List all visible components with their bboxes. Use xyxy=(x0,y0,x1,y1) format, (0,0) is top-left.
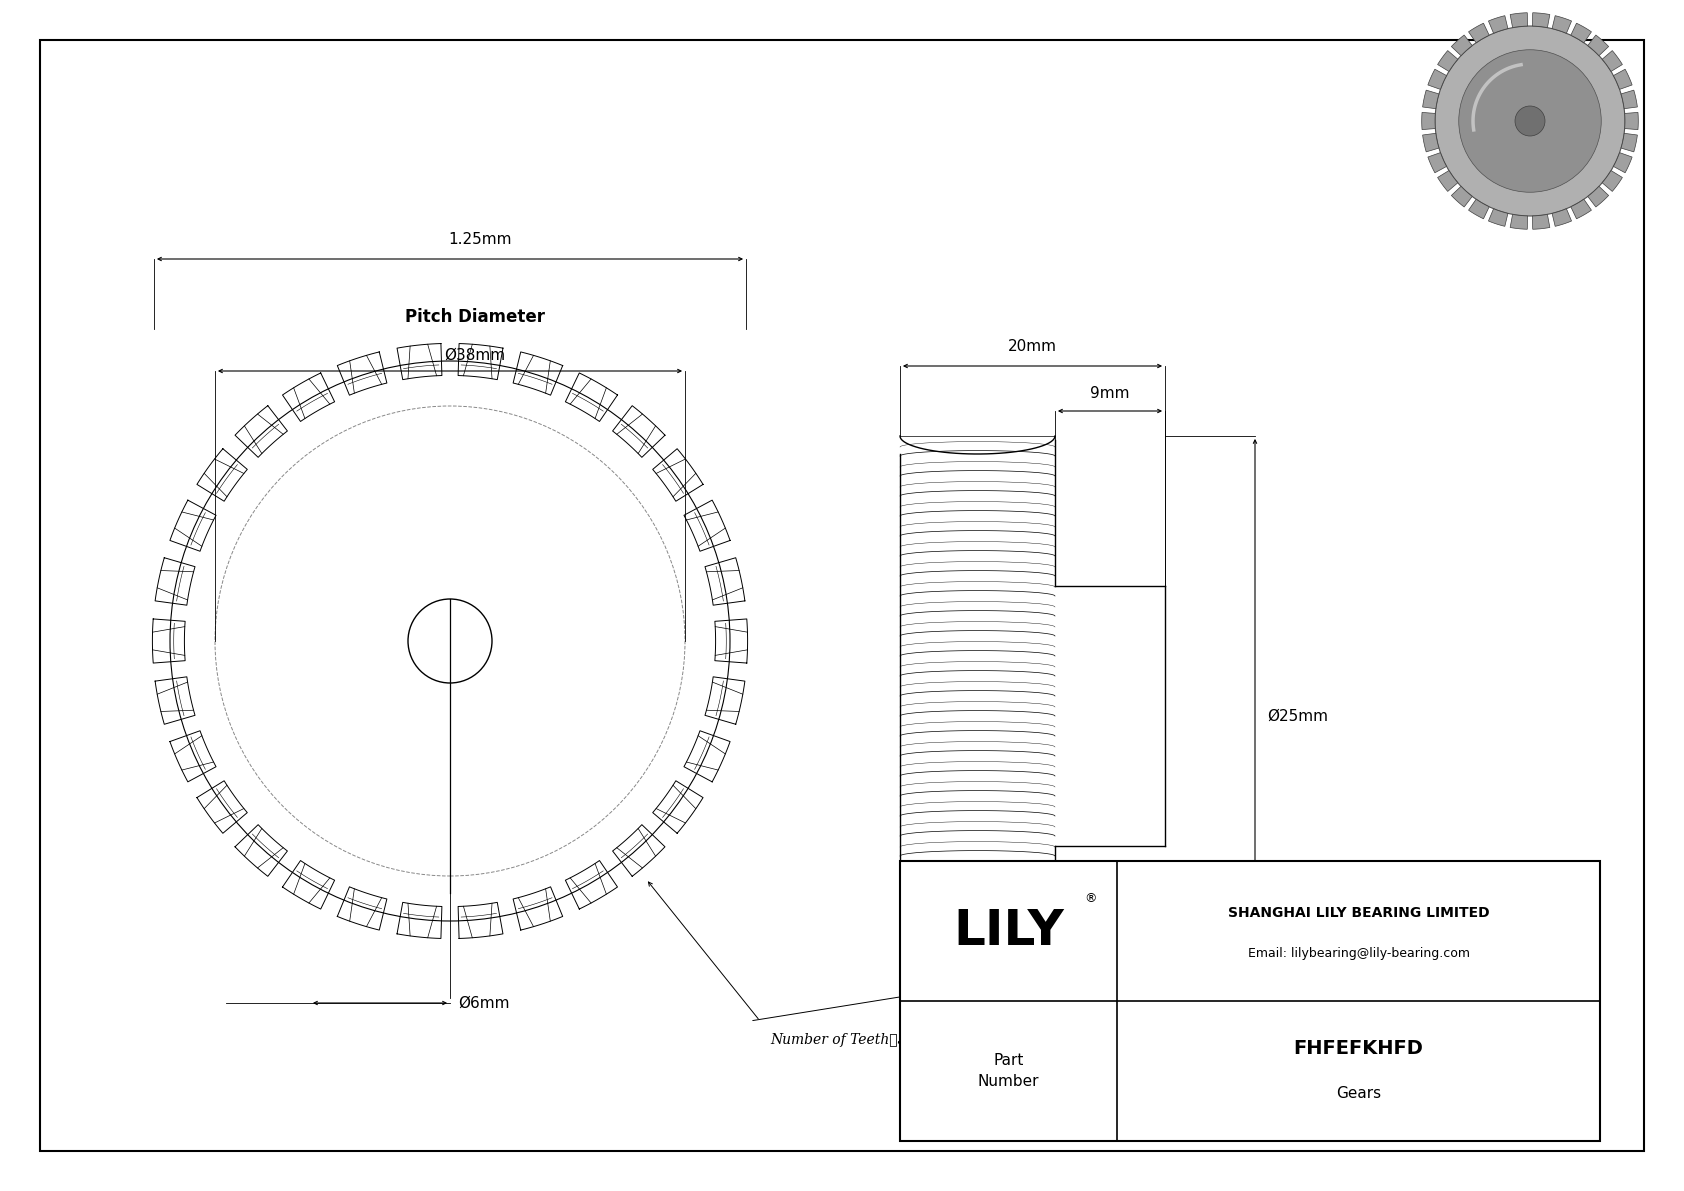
Text: 9mm: 9mm xyxy=(1090,386,1130,401)
Polygon shape xyxy=(1468,23,1489,43)
Text: Gears: Gears xyxy=(1335,1085,1381,1100)
Text: ®: ® xyxy=(1084,892,1096,905)
Polygon shape xyxy=(1452,186,1472,207)
Text: FHFEFKHFD: FHFEFKHFD xyxy=(1293,1040,1423,1059)
Polygon shape xyxy=(1532,214,1549,229)
Text: Part
Number: Part Number xyxy=(978,1053,1039,1089)
Polygon shape xyxy=(1588,35,1608,56)
Polygon shape xyxy=(1511,13,1527,27)
Polygon shape xyxy=(1423,133,1438,152)
Polygon shape xyxy=(1571,23,1591,43)
Polygon shape xyxy=(1428,152,1447,173)
Circle shape xyxy=(1516,106,1544,136)
Text: SHANGHAI LILY BEARING LIMITED: SHANGHAI LILY BEARING LIMITED xyxy=(1228,906,1489,919)
Polygon shape xyxy=(1625,112,1639,130)
Polygon shape xyxy=(1613,152,1632,173)
Text: 1.25mm: 1.25mm xyxy=(448,232,512,247)
Circle shape xyxy=(1435,26,1625,216)
Text: Ø38mm: Ø38mm xyxy=(445,348,505,363)
Polygon shape xyxy=(1438,50,1458,71)
Polygon shape xyxy=(1452,35,1472,56)
Text: Email: lilybearing@lily-bearing.com: Email: lilybearing@lily-bearing.com xyxy=(1248,947,1470,960)
Polygon shape xyxy=(1532,13,1549,27)
Polygon shape xyxy=(1421,112,1435,130)
Polygon shape xyxy=(1613,69,1632,89)
Polygon shape xyxy=(1588,186,1608,207)
Polygon shape xyxy=(1423,91,1438,108)
Text: LILY: LILY xyxy=(953,908,1064,955)
Polygon shape xyxy=(1511,214,1527,229)
Text: 20mm: 20mm xyxy=(1009,339,1058,354)
Text: Ø6mm: Ø6mm xyxy=(458,996,510,1010)
Polygon shape xyxy=(1601,50,1622,71)
Polygon shape xyxy=(1553,208,1571,226)
Polygon shape xyxy=(1489,208,1507,226)
Polygon shape xyxy=(1468,199,1489,219)
Polygon shape xyxy=(1622,133,1637,152)
Text: Pitch Diameter: Pitch Diameter xyxy=(404,308,546,326)
Polygon shape xyxy=(1622,91,1637,108)
Text: Number of Teeth：30: Number of Teeth：30 xyxy=(770,1033,916,1047)
Polygon shape xyxy=(1489,15,1507,33)
Polygon shape xyxy=(1571,199,1591,219)
Polygon shape xyxy=(1438,170,1458,192)
Bar xyxy=(899,861,1600,1141)
Text: Ø25mm: Ø25mm xyxy=(1266,709,1329,723)
Polygon shape xyxy=(1553,15,1571,33)
Polygon shape xyxy=(1428,69,1447,89)
Polygon shape xyxy=(1601,170,1622,192)
Circle shape xyxy=(1458,50,1601,192)
